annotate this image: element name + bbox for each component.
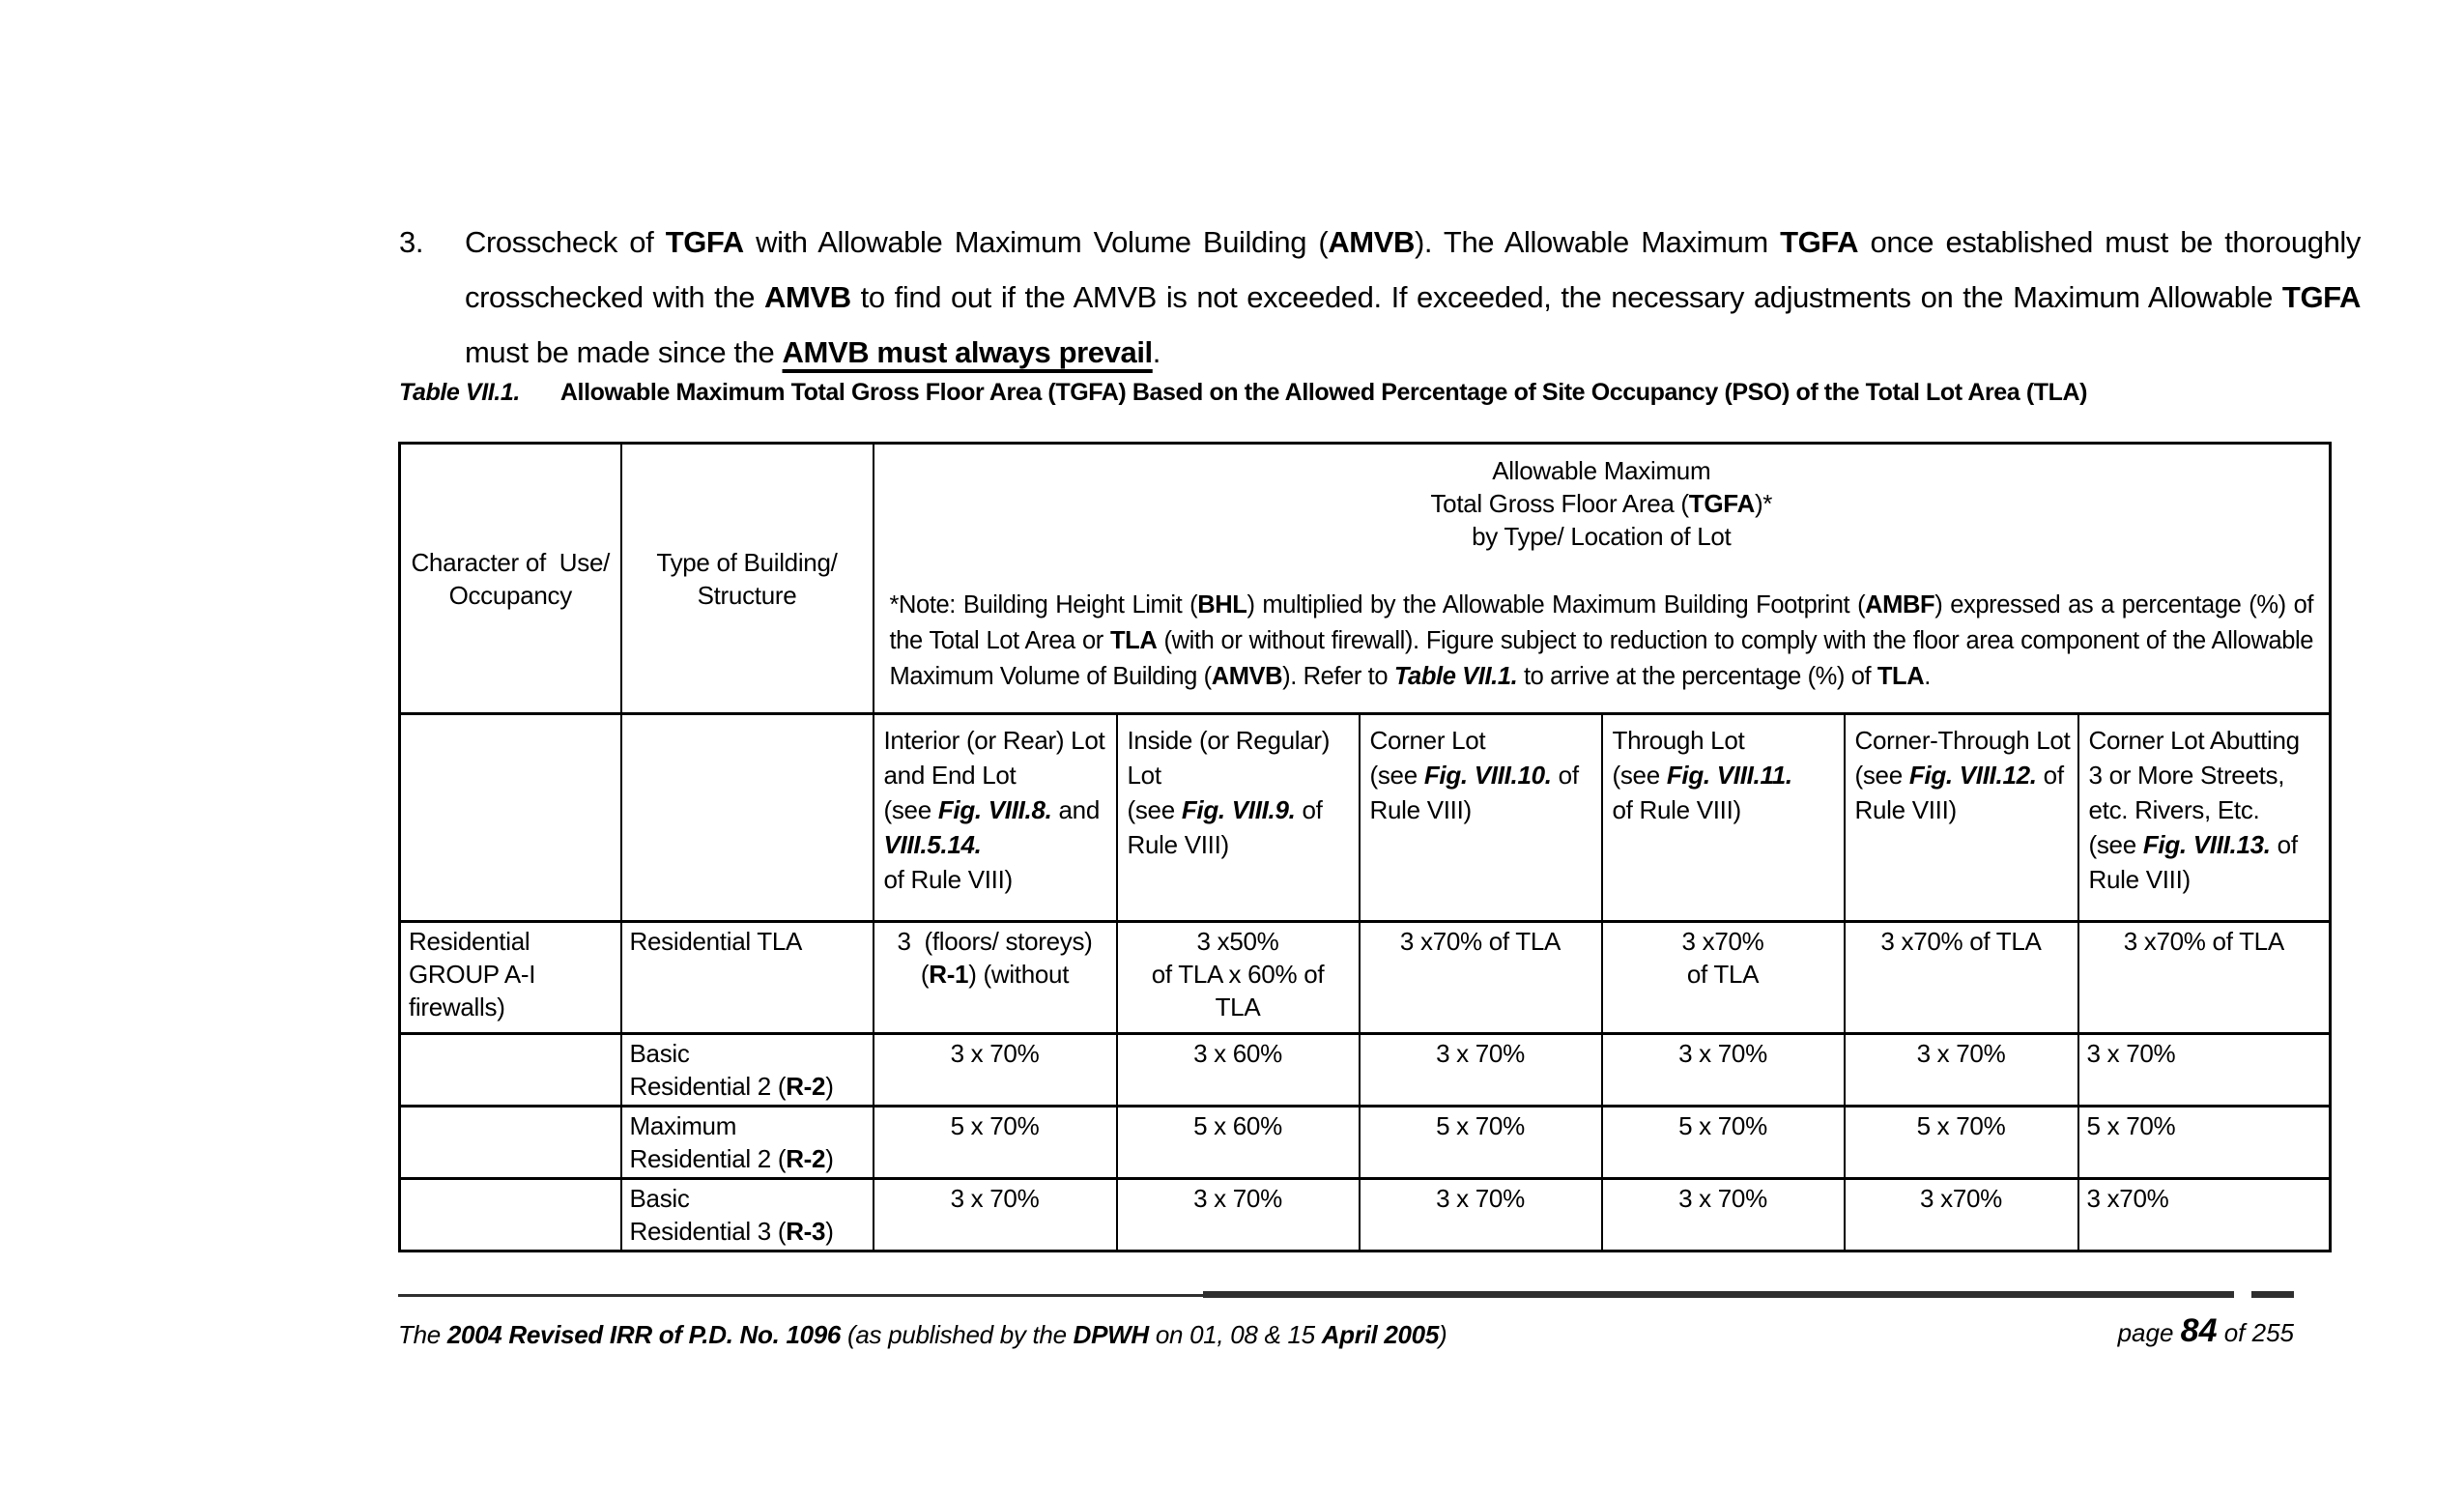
row1-type-cell: Residential TLA xyxy=(619,920,874,1035)
row3-interior-value: 5 x 70% xyxy=(872,1105,1118,1180)
footer-rule-thick xyxy=(1203,1291,2234,1298)
footer-document-title: The 2004 Revised IRR of P.D. No. 1096 (a… xyxy=(398,1320,1447,1349)
row4-character-cell xyxy=(398,1177,622,1252)
subheader-corner-through-lot: Corner-Through Lot (see Fig. VIII.12. of R… xyxy=(1843,712,2079,923)
row4-inside-value: 3 x 70% xyxy=(1115,1177,1361,1252)
table-header-row-1: Character of Use/Occupancy Type of Build… xyxy=(398,442,2332,715)
row3-corner-through-value: 5 x 70% xyxy=(1843,1105,2079,1180)
row4-through-value: 3 x 70% xyxy=(1600,1177,1846,1252)
row1-through-value: 3 x70% of TLA xyxy=(1600,920,1846,1035)
subheader-empty-type xyxy=(619,712,874,923)
row1-corner-through-value: 3 x70% of TLA xyxy=(1843,920,2079,1035)
subheader-corner-lot: Corner Lot (see Fig. VIII.10. of Rule VIII… xyxy=(1358,712,1603,923)
subheader-through-lot: Through Lot (see Fig. VIII.11. of Rule VII… xyxy=(1600,712,1846,923)
row3-character-cell xyxy=(398,1105,622,1180)
subheader-inside-regular-lot: Inside (or Regular) Lot (see Fig. VIII.9. … xyxy=(1115,712,1361,923)
row3-corner-abutting-value: 5 x 70% xyxy=(2077,1105,2332,1180)
intro-paragraph: Crosscheck of TGFA with Allowable Maximu… xyxy=(465,225,2361,369)
row1-corner-abutting-value: 3 x70% of TLA xyxy=(2077,920,2332,1035)
row2-corner-through-value: 3 x 70% xyxy=(1843,1032,2079,1108)
header-character-of-use-cell: Character of Use/Occupancy xyxy=(398,442,622,715)
tgfa-table: Character of Use/Occupancy Type of Build… xyxy=(398,442,2333,1252)
subheader-corner-lot-abutting: Corner Lot Abutting 3 or More Streets, etc… xyxy=(2077,712,2332,923)
list-item-number: 3. xyxy=(399,225,424,259)
row1-inside-value: 3 x50% of TLA x 60% of TLA xyxy=(1115,920,1361,1035)
row2-corner-value: 3 x 70% xyxy=(1358,1032,1603,1108)
row2-character-cell xyxy=(398,1032,622,1108)
header-type-of-building-cell: Type of Building/Structure xyxy=(619,442,874,715)
table-row: Basic Residential 2 (R-2) 3 x 70% 3 x 60%… xyxy=(398,1032,2332,1108)
row4-corner-abutting-value: 3 x70% xyxy=(2077,1177,2332,1252)
table-header-row-2: Interior (or Rear) Lot and End Lot (see Fi… xyxy=(398,712,2332,923)
row4-interior-value: 3 x 70% xyxy=(872,1177,1118,1252)
row4-type-cell: Basic Residential 3 (R-3) xyxy=(619,1177,874,1252)
header-tgfa-cell: Allowable Maximum Total Gross Floor Area … xyxy=(872,442,2332,715)
table-caption-text: Allowable Maximum Total Gross Floor Area… xyxy=(559,379,2088,406)
row3-inside-value: 5 x 60% xyxy=(1115,1105,1361,1180)
table-row: Maximum Residential 2 (R-2) 5 x 70% 5 x 6… xyxy=(398,1105,2332,1180)
subheader-interior-rear-lot: Interior (or Rear) Lot and End Lot (see Fi… xyxy=(872,712,1118,923)
row1-interior-value: 3 (floors/ storeys) (R-1) (without xyxy=(872,920,1118,1035)
table-caption: Table VII.1. Allowable Maximum Total Gros… xyxy=(399,379,2088,407)
footer-page-number: page 84 of 255 xyxy=(2117,1312,2294,1349)
footer-rule-thin xyxy=(398,1294,1203,1297)
row2-interior-value: 3 x 70% xyxy=(872,1032,1118,1108)
row2-corner-abutting-value: 3 x 70% xyxy=(2077,1032,2332,1108)
row4-corner-through-value: 3 x70% xyxy=(1843,1177,2079,1252)
subheader-empty-character xyxy=(398,712,622,923)
row2-type-cell: Basic Residential 2 (R-2) xyxy=(619,1032,874,1108)
tgfa-heading: Allowable Maximum Total Gross Floor Area … xyxy=(1430,456,1773,551)
row1-character-cell: Residential GROUP A-I firewalls) xyxy=(398,920,622,1035)
row3-corner-value: 5 x 70% xyxy=(1358,1105,1603,1180)
row2-inside-value: 3 x 60% xyxy=(1115,1032,1361,1108)
tgfa-note: *Note: Building Height Limit (BHL) multi… xyxy=(889,591,2314,690)
row3-through-value: 5 x 70% xyxy=(1600,1105,1846,1180)
table-caption-label: Table VII.1. xyxy=(399,379,520,406)
footer-rule-dash xyxy=(2251,1291,2294,1298)
table-row: Residential GROUP A-I firewalls) Residenti… xyxy=(398,920,2332,1035)
row4-corner-value: 3 x 70% xyxy=(1358,1177,1603,1252)
row3-type-cell: Maximum Residential 2 (R-2) xyxy=(619,1105,874,1180)
table-row: Basic Residential 3 (R-3) 3 x 70% 3 x 70%… xyxy=(398,1177,2332,1252)
row1-corner-value: 3 x70% of TLA xyxy=(1358,920,1603,1035)
row2-through-value: 3 x 70% xyxy=(1600,1032,1846,1108)
